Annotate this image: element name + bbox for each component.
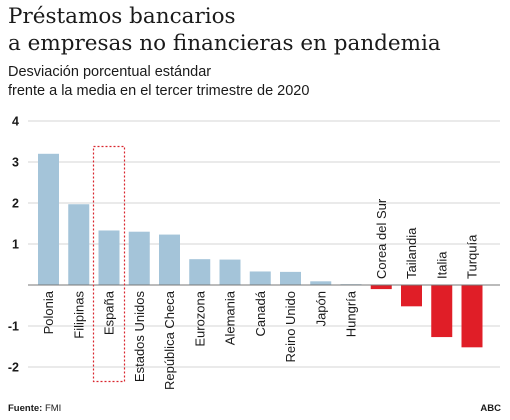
y-tick-label: 4 — [12, 115, 19, 129]
chart-subtitle-line-1: Desviación porcentual estándar — [8, 64, 212, 80]
bar — [310, 281, 332, 285]
bar — [280, 271, 301, 285]
bar — [68, 204, 90, 285]
category-label: Eurozona — [192, 290, 207, 346]
chart-title-line-2: a empresas no financieras en pandemia — [8, 31, 441, 56]
bar — [98, 230, 120, 285]
category-label: Reino Unido — [283, 291, 298, 363]
category-label: Filipinas — [71, 291, 86, 339]
category-label: Italia — [434, 251, 449, 279]
category-label: Japón — [313, 291, 328, 326]
bar — [159, 234, 180, 285]
category-label: España — [102, 290, 117, 335]
category-label: Hungría — [344, 290, 359, 337]
bar — [128, 231, 150, 285]
chart-title-line-1: Préstamos bancarios — [8, 4, 236, 29]
source-note: Fuente: FMI — [8, 403, 61, 414]
bar — [189, 259, 211, 285]
bar — [370, 285, 392, 290]
category-label: Estados Unidos — [132, 291, 147, 383]
category-label: Turquía — [465, 234, 480, 279]
y-tick-label: 2 — [12, 197, 19, 211]
source-label: Fuente: — [8, 403, 43, 414]
bar — [249, 271, 271, 285]
category-label: República Checa — [162, 290, 177, 390]
bar — [401, 285, 422, 307]
category-label: Polonia — [41, 290, 56, 334]
bar — [38, 153, 59, 285]
category-label: Corea del Sur — [374, 198, 389, 279]
category-label: Tailandia — [404, 227, 419, 279]
bar — [431, 285, 453, 338]
chart-subtitle-line-2: frente a la media en el tercer trimestre… — [8, 83, 310, 99]
bar — [219, 259, 241, 285]
y-tick-label: -2 — [8, 361, 19, 375]
chart-subtitle: Desviación porcentual estándar frente a … — [8, 63, 503, 101]
source-value: FMI — [44, 403, 62, 414]
y-tick-label: -1 — [8, 320, 19, 334]
chart-title: Préstamos bancarios a empresas no financ… — [8, 3, 503, 57]
y-tick-label: 3 — [12, 156, 19, 170]
category-label: Alemania — [223, 290, 238, 345]
highlight-box — [92, 145, 126, 383]
brand-logo: ABC — [480, 403, 501, 414]
category-label: Canadá — [253, 290, 268, 336]
y-tick-label: 1 — [12, 238, 19, 252]
bar — [461, 285, 483, 348]
